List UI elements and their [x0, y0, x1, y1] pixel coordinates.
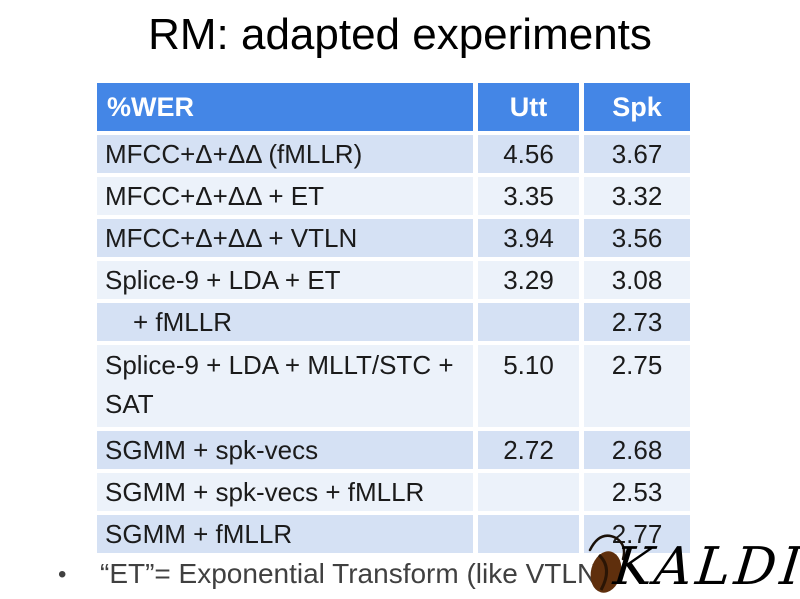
row-label: MFCC+Δ+ΔΔ (fMLLR) — [97, 135, 473, 173]
column-header-wer: %WER — [97, 83, 473, 131]
row-utt-value: 3.29 — [478, 261, 579, 299]
row-label: + fMLLR — [97, 303, 473, 341]
row-utt-value: 4.56 — [478, 135, 579, 173]
row-label: SGMM + spk-vecs — [97, 431, 473, 469]
table-row: SGMM + fMLLR 2.77 — [97, 515, 690, 553]
table-header-row: %WER Utt Spk — [97, 83, 690, 131]
column-header-utt: Utt — [478, 83, 579, 131]
row-spk-value: 3.08 — [584, 261, 690, 299]
row-label: MFCC+Δ+ΔΔ + VTLN — [97, 219, 473, 257]
row-spk-value: 3.32 — [584, 177, 690, 215]
row-spk-value: 3.67 — [584, 135, 690, 173]
table-row: MFCC+Δ+ΔΔ + ET 3.35 3.32 — [97, 177, 690, 215]
table-row: Splice-9 + LDA + MLLT/STC + SAT 5.10 2.75 — [97, 345, 690, 427]
column-header-spk: Spk — [584, 83, 690, 131]
row-spk-value: 3.56 — [584, 219, 690, 257]
slide-title: RM: adapted experiments — [148, 10, 652, 59]
row-utt-value: 3.94 — [478, 219, 579, 257]
row-spk-value: 2.68 — [584, 431, 690, 469]
row-utt-value — [478, 515, 579, 553]
row-utt-value — [478, 473, 579, 511]
results-table: %WER Utt Spk MFCC+Δ+ΔΔ (fMLLR) 4.56 3.67 MF… — [97, 83, 690, 557]
table-row: Splice-9 + LDA + ET 3.29 3.08 — [97, 261, 690, 299]
footnote: • “ET”= Exponential Transform (like VTLN) — [58, 554, 798, 595]
row-spk-value: 2.77 — [584, 515, 690, 553]
row-spk-value: 2.73 — [584, 303, 690, 341]
row-spk-value: 2.53 — [584, 473, 690, 511]
table-row: MFCC+Δ+ΔΔ (fMLLR) 4.56 3.67 — [97, 135, 690, 173]
row-label: Splice-9 + LDA + MLLT/STC + SAT — [97, 345, 473, 427]
footnote-text: “ET”= Exponential Transform (like VTLN) — [100, 558, 607, 589]
row-label: MFCC+Δ+ΔΔ + ET — [97, 177, 473, 215]
table-row: + fMLLR 2.73 — [97, 303, 690, 341]
row-utt-value: 5.10 — [478, 345, 579, 427]
table-row: SGMM + spk-vecs 2.72 2.68 — [97, 431, 690, 469]
row-utt-value — [478, 303, 579, 341]
table-rows: MFCC+Δ+ΔΔ (fMLLR) 4.56 3.67 MFCC+Δ+ΔΔ + ET 3… — [97, 135, 690, 553]
row-utt-value: 2.72 — [478, 431, 579, 469]
row-label: Splice-9 + LDA + ET — [97, 261, 473, 299]
row-label: SGMM + spk-vecs + fMLLR — [97, 473, 473, 511]
table-row: MFCC+Δ+ΔΔ + VTLN 3.94 3.56 — [97, 219, 690, 257]
table-row: SGMM + spk-vecs + fMLLR 2.53 — [97, 473, 690, 511]
row-spk-value: 2.75 — [584, 345, 690, 427]
bullet-icon: • — [58, 561, 67, 588]
row-utt-value: 3.35 — [478, 177, 579, 215]
row-label: SGMM + fMLLR — [97, 515, 473, 553]
